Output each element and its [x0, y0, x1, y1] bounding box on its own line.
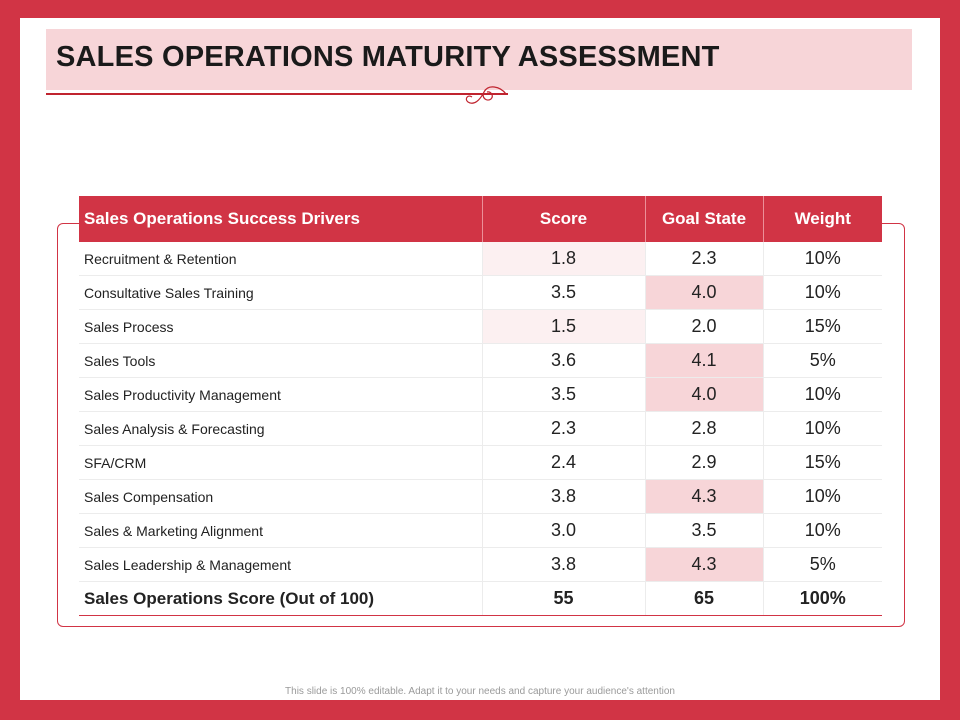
slide: SALES OPERATIONS MATURITY ASSESSMENT Sal…: [20, 18, 940, 700]
driver-cell: Sales Tools: [79, 343, 483, 378]
total-score: 55: [482, 581, 646, 616]
table-row: Recruitment & Retention 1.8 2.3 10%: [79, 242, 882, 276]
driver-cell: Sales Leadership & Management: [79, 547, 483, 582]
score-cell: 3.5: [482, 377, 646, 412]
weight-cell: 10%: [763, 513, 882, 548]
goal-state-cell: 4.0: [645, 275, 764, 310]
driver-cell: Recruitment & Retention: [79, 242, 483, 276]
score-cell: 2.4: [482, 445, 646, 480]
goal-state-cell: 3.5: [645, 513, 764, 548]
swirl-ornament-icon: [465, 86, 507, 104]
weight-cell: 5%: [763, 343, 882, 378]
weight-cell: 10%: [763, 275, 882, 310]
goal-state-cell: 2.8: [645, 411, 764, 446]
driver-cell: Sales Process: [79, 309, 483, 344]
title-underline: [46, 93, 508, 95]
goal-state-cell: 4.1: [645, 343, 764, 378]
table-row: Sales Leadership & Management 3.8 4.3 5%: [79, 547, 882, 582]
weight-cell: 10%: [763, 242, 882, 276]
driver-cell: Sales & Marketing Alignment: [79, 513, 483, 548]
total-label: Sales Operations Score (Out of 100): [79, 581, 483, 616]
goal-state-cell: 2.0: [645, 309, 764, 344]
score-cell: 3.0: [482, 513, 646, 548]
score-cell: 2.3: [482, 411, 646, 446]
goal-state-cell: 2.3: [645, 242, 764, 276]
driver-cell: Consultative Sales Training: [79, 275, 483, 310]
driver-cell: Sales Productivity Management: [79, 377, 483, 412]
table-row: Sales & Marketing Alignment 3.0 3.5 10%: [79, 513, 882, 548]
score-cell: 3.8: [482, 479, 646, 514]
weight-cell: 10%: [763, 377, 882, 412]
weight-cell: 5%: [763, 547, 882, 582]
score-cell: 3.5: [482, 275, 646, 310]
total-row: Sales Operations Score (Out of 100) 55 65 1…: [79, 581, 882, 616]
driver-cell: SFA/CRM: [79, 445, 483, 480]
header-drivers: Sales Operations Success Drivers: [79, 196, 483, 242]
table-row: Sales Process 1.5 2.0 15%: [79, 309, 882, 344]
header-goal-state: Goal State: [645, 196, 764, 242]
weight-cell: 10%: [763, 411, 882, 446]
goal-state-cell: 4.3: [645, 547, 764, 582]
driver-cell: Sales Analysis & Forecasting: [79, 411, 483, 446]
header-weight: Weight: [763, 196, 882, 242]
score-cell: 1.5: [482, 309, 646, 344]
table-header-row: Sales Operations Success Drivers Score G…: [79, 196, 882, 242]
header-score: Score: [482, 196, 646, 242]
assessment-table: Sales Operations Success Drivers Score G…: [79, 196, 882, 616]
driver-cell: Sales Compensation: [79, 479, 483, 514]
total-weight: 100%: [763, 581, 882, 616]
table-row: Consultative Sales Training 3.5 4.0 10%: [79, 275, 882, 310]
table-row: Sales Analysis & Forecasting 2.3 2.8 10%: [79, 411, 882, 446]
title-band: SALES OPERATIONS MATURITY ASSESSMENT: [46, 29, 912, 90]
goal-state-cell: 2.9: [645, 445, 764, 480]
table-row: Sales Tools 3.6 4.1 5%: [79, 343, 882, 378]
weight-cell: 15%: [763, 445, 882, 480]
weight-cell: 15%: [763, 309, 882, 344]
score-cell: 3.8: [482, 547, 646, 582]
slide-title: SALES OPERATIONS MATURITY ASSESSMENT: [56, 41, 720, 73]
weight-cell: 10%: [763, 479, 882, 514]
score-cell: 3.6: [482, 343, 646, 378]
table-row: Sales Productivity Management 3.5 4.0 10%: [79, 377, 882, 412]
goal-state-cell: 4.3: [645, 479, 764, 514]
total-goal: 65: [645, 581, 764, 616]
table-row: Sales Compensation 3.8 4.3 10%: [79, 479, 882, 514]
footer-note: This slide is 100% editable. Adapt it to…: [285, 686, 675, 697]
table-row: SFA/CRM 2.4 2.9 15%: [79, 445, 882, 480]
goal-state-cell: 4.0: [645, 377, 764, 412]
score-cell: 1.8: [482, 242, 646, 276]
